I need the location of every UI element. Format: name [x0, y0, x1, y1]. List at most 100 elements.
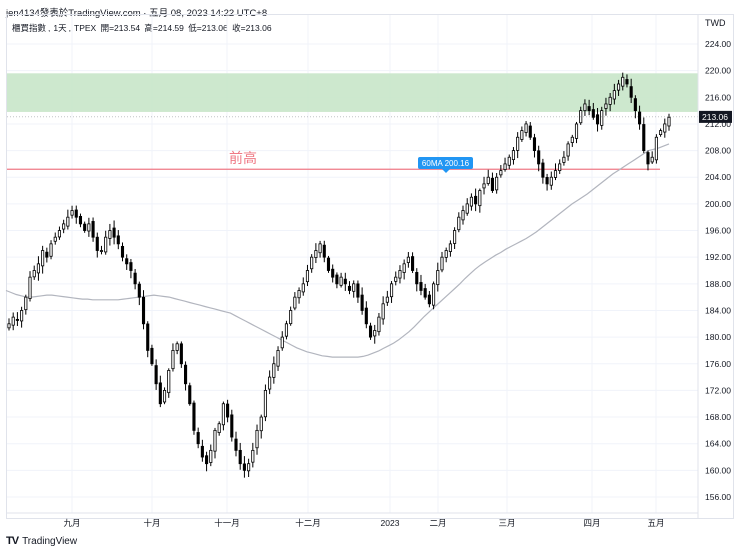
candle — [36, 256, 40, 281]
y-tick-label: 196.00 — [705, 226, 731, 236]
candle — [343, 272, 347, 291]
candle-body — [171, 350, 175, 370]
candle-body — [368, 325, 373, 338]
candle — [238, 442, 242, 470]
candle-body — [116, 235, 120, 245]
last-price-text: 213.06 — [702, 112, 728, 122]
candle-body — [62, 223, 66, 230]
candle — [398, 265, 402, 284]
candle — [263, 384, 267, 422]
candle — [293, 292, 297, 311]
candle — [150, 344, 154, 366]
candle-body — [314, 250, 318, 259]
candle — [663, 118, 667, 138]
tradingview-logo-icon: TV — [6, 535, 19, 547]
candle — [146, 321, 150, 358]
candle-body — [486, 176, 490, 184]
candle-body — [129, 262, 133, 271]
candle — [314, 243, 318, 264]
candle — [133, 268, 137, 290]
candle-body — [587, 106, 591, 112]
ohlc-high: 高=214.59 — [144, 23, 184, 33]
y-tick-label: 224.00 — [705, 39, 731, 49]
candle-body — [268, 376, 272, 390]
candle-body — [280, 336, 284, 349]
candle — [621, 72, 625, 91]
candle — [394, 271, 398, 286]
candle — [419, 274, 423, 296]
candle-body — [495, 176, 499, 191]
candle-body — [66, 216, 70, 227]
candle-body — [305, 270, 310, 283]
candle-body — [209, 449, 213, 463]
candle — [62, 219, 66, 234]
candle-body — [125, 258, 129, 265]
candle — [137, 281, 141, 306]
x-tick-label: 二月 — [429, 518, 446, 528]
candle-body — [70, 210, 74, 216]
candle-body — [440, 256, 444, 271]
y-tick-label: 176.00 — [705, 359, 731, 369]
candle-body — [432, 283, 436, 306]
candle-body — [310, 256, 314, 270]
candle — [255, 424, 259, 455]
candle-body — [566, 143, 570, 157]
candle-body — [242, 463, 246, 471]
ma-label-text: 60MA 200.16 — [422, 159, 470, 168]
candle — [432, 281, 436, 310]
candle-body — [175, 343, 179, 351]
candle — [175, 341, 179, 355]
candle — [373, 324, 377, 344]
candle — [205, 451, 209, 472]
candle — [188, 382, 192, 406]
candle-body — [499, 170, 503, 176]
candle-body — [591, 109, 595, 118]
candle-body — [478, 190, 482, 207]
candle-body — [646, 152, 650, 165]
candle-body — [528, 125, 532, 138]
symbol-name: 櫃買指數 — [12, 23, 47, 33]
candle-body — [188, 385, 192, 405]
chart-frame — [6, 14, 734, 519]
candle-body — [192, 402, 196, 431]
candle-body — [104, 236, 108, 253]
candle — [310, 254, 314, 273]
candle — [129, 258, 133, 279]
candle-body — [293, 296, 297, 309]
ma-label-box — [418, 157, 473, 169]
candle-body — [230, 414, 234, 438]
candle — [335, 272, 339, 289]
candle-body — [364, 307, 368, 325]
candle-body — [524, 123, 528, 133]
candle — [83, 221, 87, 233]
x-tick-label: 2023 — [381, 518, 400, 528]
candle-body — [520, 130, 524, 140]
candle-body — [91, 221, 95, 238]
candle — [179, 341, 183, 368]
candle-body — [36, 263, 40, 274]
candle-body — [99, 250, 104, 252]
candle-body — [394, 276, 398, 282]
symbol-exchange: TPEX — [74, 23, 97, 33]
candle — [125, 254, 129, 270]
candle — [66, 209, 70, 230]
candle — [356, 280, 360, 303]
candle — [217, 421, 221, 436]
y-tick-label: 184.00 — [705, 305, 731, 315]
ohlc-close: 收=213.06 — [232, 23, 272, 33]
candle-body — [377, 316, 381, 333]
candle-body — [574, 123, 579, 139]
candle-body — [465, 203, 469, 214]
candle — [347, 281, 352, 295]
candle-body — [583, 103, 587, 112]
candle — [32, 265, 36, 280]
candle-body — [289, 310, 293, 325]
y-tick-label: 220.00 — [705, 66, 731, 76]
candle — [642, 117, 646, 154]
candle — [377, 313, 381, 336]
candle — [411, 252, 415, 274]
candle-body — [343, 278, 347, 285]
x-tick-label: 四月 — [583, 518, 600, 528]
x-tick-label: 十月 — [143, 518, 160, 528]
